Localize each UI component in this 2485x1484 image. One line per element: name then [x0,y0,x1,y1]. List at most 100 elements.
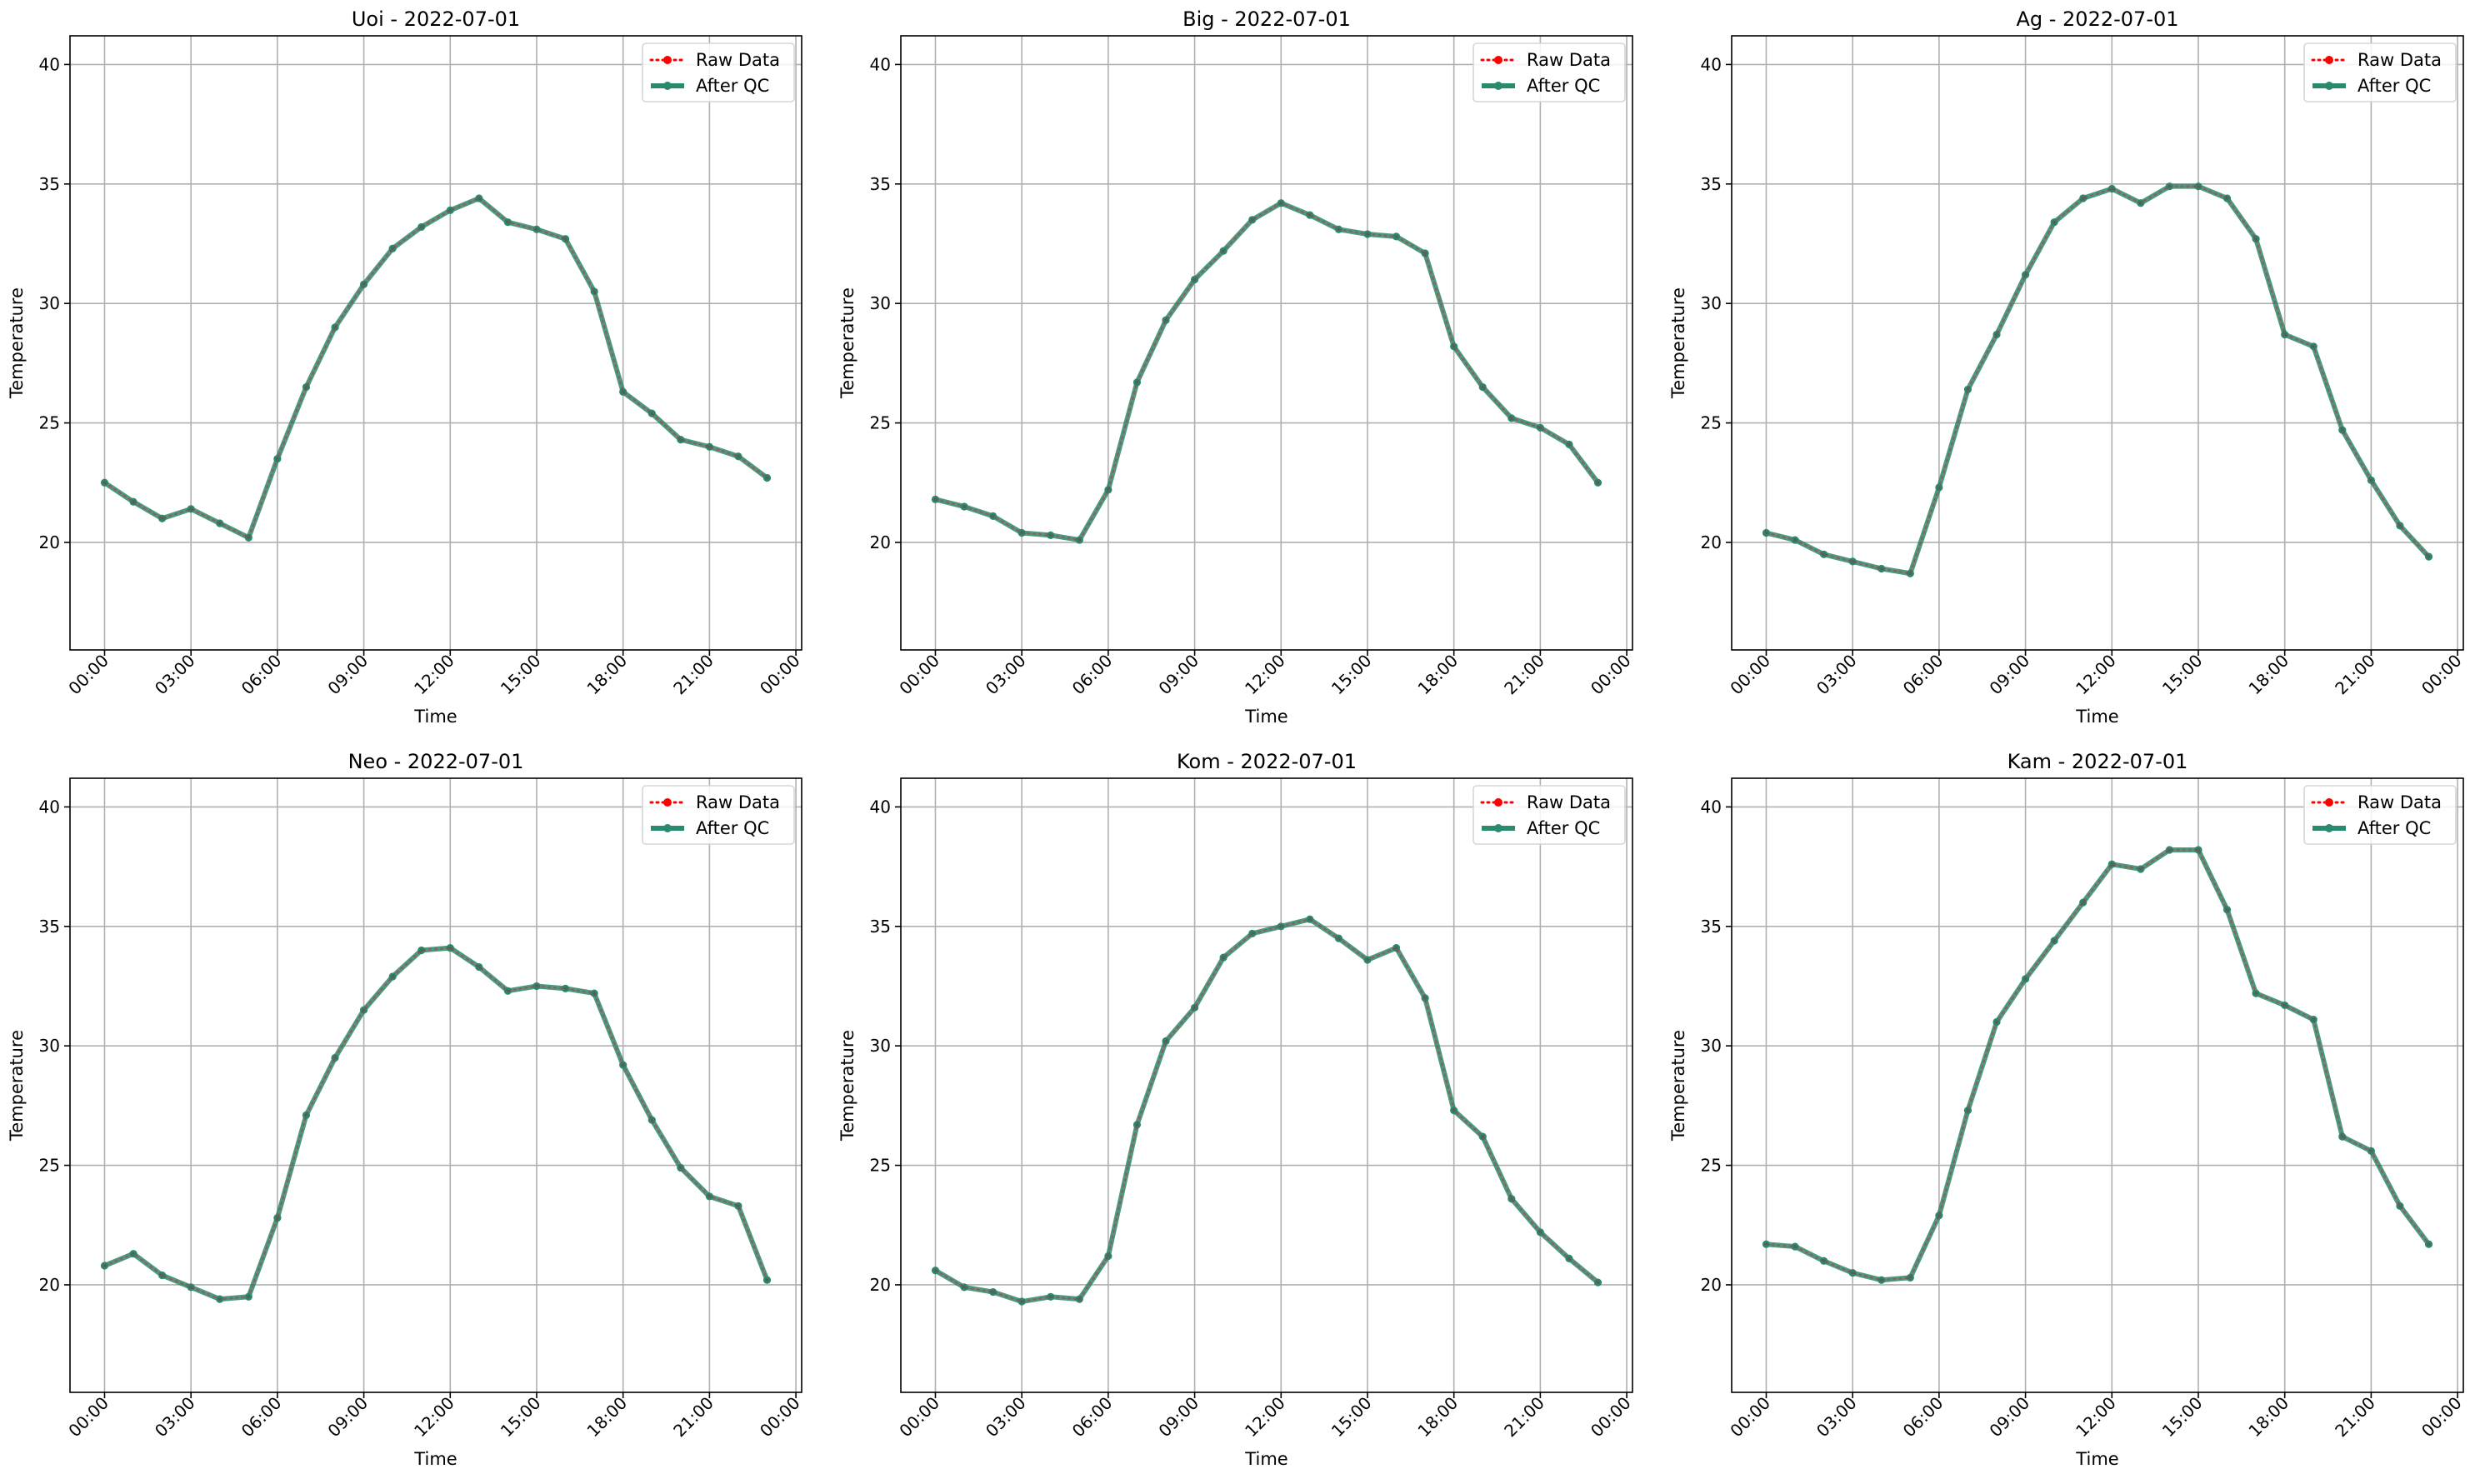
legend-raw-marker [2325,798,2333,807]
axes-frame [1731,35,2464,651]
raw-data-point [2168,184,2172,188]
raw-data-point [2110,187,2114,191]
legend-qc-marker [2325,82,2333,90]
raw-data-point [1192,1006,1197,1010]
raw-data-point [2427,1242,2431,1247]
y-axis-label: Temperature [838,287,858,399]
x-tick-label: 12:00 [410,651,458,699]
y-tick-label: 35 [870,917,891,937]
legend: Raw Data After QC [1472,785,1626,845]
raw-data-point [506,220,510,224]
raw-data-point [1452,344,1456,349]
raw-data-point [678,437,683,442]
raw-data-point [1966,1108,1970,1112]
raw-data-point [650,411,654,416]
x-tick-label: 03:00 [982,651,1030,699]
x-tick-label: 21:00 [2331,1393,2379,1442]
raw-data-point [2340,1134,2345,1139]
raw-data-point [1019,1299,1024,1304]
raw-data-point [2312,344,2316,349]
raw-data-point [304,1113,308,1117]
raw-data-point [1106,1254,1111,1258]
series-after-qc-line [102,196,770,541]
raw-data-point [1337,936,1341,941]
raw-data-point [332,325,338,330]
legend: Raw Data After QC [642,785,795,845]
raw-data-point [765,476,769,480]
chart-title: Kom - 2022-07-01 [1177,750,1357,773]
raw-data-point [2081,900,2085,905]
subplot-4: 20 25 30 35 40 00:00 03:00 06:00 09:00 12:00 15:00… [7,750,804,1469]
raw-data-point [563,987,568,991]
raw-data-point [1308,212,1312,217]
raw-data-point [1365,957,1370,962]
raw-data-point [2168,847,2172,852]
x-tick-label: 03:00 [982,1393,1030,1442]
x-tick-label: 06:00 [1899,1393,1948,1442]
y-tick-label: 40 [39,54,60,74]
raw-data-point [2023,272,2028,277]
x-tick-label: 15:00 [497,651,545,699]
y-tick-label: 40 [1701,54,1722,74]
x-tick-label: 21:00 [1500,1393,1548,1442]
series-after-qc-line [932,917,1601,1305]
x-tick-label: 21:00 [1500,651,1548,699]
raw-data-point [1481,1134,1485,1139]
x-tick-label: 18:00 [582,1393,631,1442]
x-tick-label: 00:00 [1726,651,1774,699]
series-raw-data-line [1765,848,2430,1282]
x-tick-label: 00:00 [2418,651,2466,699]
y-tick-label: 25 [1701,1156,1722,1176]
subplot-2: 20 25 30 35 40 00:00 03:00 06:00 09:00 12:00 15:00… [838,7,1635,727]
raw-data-point [1250,217,1254,222]
x-tick-label: 12:00 [2072,651,2120,699]
raw-data-point [506,989,510,993]
series-raw-data-line [1765,185,2430,575]
chart-title: Neo - 2022-07-01 [348,750,524,773]
raw-data-point [1994,332,1999,337]
legend-raw-marker [1494,798,1502,807]
series-after-qc-line [932,200,1601,543]
legend: Raw Data After QC [1472,42,1626,102]
raw-data-point [2398,1204,2402,1208]
x-axis-label: Time [1244,707,1288,727]
raw-data-point [1764,531,1768,535]
legend: Raw Data After QC [2303,785,2457,845]
raw-data-point [962,1285,967,1290]
x-tick-label: 12:00 [1241,651,1289,699]
raw-data-point [2369,1149,2373,1153]
raw-data-point [362,282,366,287]
raw-data-point [1481,385,1485,389]
y-tick-label: 35 [1701,917,1722,937]
legend-raw-marker [2325,56,2333,64]
x-tick-label: 09:00 [1154,651,1202,699]
raw-data-point [218,1297,222,1302]
axes-frame [900,777,1633,1393]
y-axis-label: Temperature [7,1030,27,1142]
raw-data-point [1106,487,1111,492]
subplot-3: 20 25 30 35 40 00:00 03:00 06:00 09:00 12:00 15:00… [1668,7,2466,727]
raw-data-point [1994,1020,1999,1024]
raw-data-point [1221,248,1226,253]
raw-data-point [2138,201,2143,205]
raw-data-point [2282,332,2287,337]
x-tick-label: 15:00 [2158,651,2207,699]
y-tick-label: 40 [870,54,891,74]
legend-qc-marker [663,824,672,832]
raw-data-point [563,237,568,241]
raw-data-point [1850,1271,1855,1275]
raw-data-point [933,1268,938,1272]
x-tick-label: 15:00 [2158,1393,2207,1442]
raw-data-point [736,1204,741,1208]
raw-data-point [2225,196,2229,201]
y-tick-label: 35 [39,917,60,937]
raw-data-point [621,390,625,394]
raw-data-point [2196,184,2201,188]
legend-raw-marker [1494,56,1502,64]
raw-data-point [2369,478,2373,482]
raw-data-point [2312,1017,2316,1022]
raw-data-point [419,225,423,229]
raw-data-point [1567,442,1572,447]
x-tick-label: 03:00 [1812,651,1861,699]
raw-data-point [592,991,597,996]
